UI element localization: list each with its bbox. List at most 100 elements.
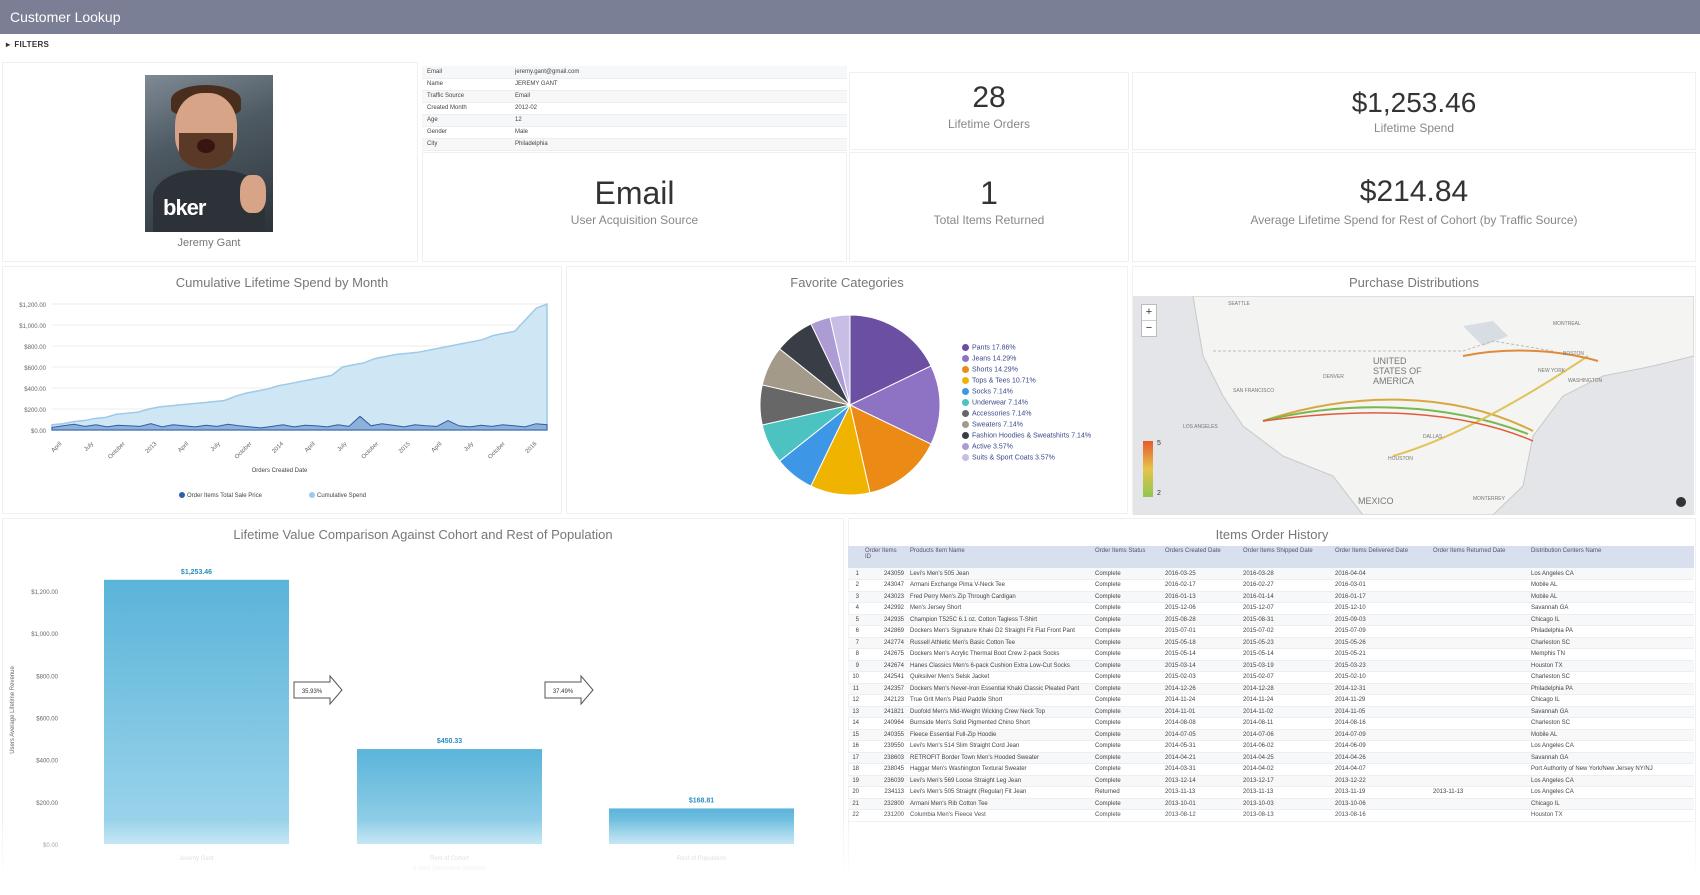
table-row[interactable]: 5 242935 Champion T525C 6.1 oz. Cotton Tag… [848, 614, 1694, 626]
table-cell: 2015-03-14 [1162, 660, 1240, 672]
y-tick-label: $800.00 [24, 345, 46, 351]
legend-item: Underwear 7.14% [962, 399, 1091, 410]
table-cell: Los Angeles CA [1528, 786, 1694, 799]
column-header: Order Items Returned Date [1430, 546, 1528, 568]
legend-text: Socks 7.14% [972, 388, 1013, 396]
table-cell: 7 [848, 637, 862, 649]
table-row[interactable]: 1 243059 Levi's Men's 505 Jean Complete 2016… [848, 568, 1694, 580]
legend-item: Tops & Tees 10.71% [962, 377, 1091, 388]
table-cell: 18 [848, 763, 862, 776]
table-cell [1430, 648, 1528, 661]
table-row[interactable]: 10 242541 Quiksilver Men's Selsk Jacket Com… [848, 671, 1694, 684]
table-row[interactable]: 15 240355 Fleece Essential Full-Zip Hoodie… [848, 729, 1694, 741]
table-row[interactable]: 2 243047 Armani Exchange Pima V-Neck Tee Co… [848, 579, 1694, 592]
y-tick-label: $400.00 [24, 387, 46, 393]
table-cell: 1 [848, 568, 862, 580]
acquisition-value: Email [594, 175, 675, 211]
table-row[interactable]: 21 232800 Armani Men's Rib Cotton Tee Compl… [848, 798, 1694, 810]
table-cell: 2014-12-31 [1332, 683, 1430, 695]
caret-right-icon: ▸ [6, 40, 11, 49]
table-row[interactable]: 13 241821 Duofold Men's Mid-Weight Wicking… [848, 706, 1694, 718]
table-cell: Complete [1092, 637, 1162, 649]
table-cell: 2014-11-05 [1332, 706, 1430, 718]
table-cell: 4 [848, 602, 862, 615]
table-cell: 19 [848, 775, 862, 787]
table-cell: 2014-11-29 [1332, 694, 1430, 707]
table-row[interactable]: 17 238603 RETROFIT Border Town Men's Hoode… [848, 752, 1694, 764]
table-cell [1430, 660, 1528, 672]
legend-text: Fashion Hoodies & Sweatshirts 7.14% [972, 432, 1092, 440]
table-cell: Dockers Men's Never-Iron Essential Khaki… [907, 683, 1092, 695]
zoom-in-button[interactable]: + [1142, 305, 1156, 321]
table-cell: Quiksilver Men's Selsk Jacket [907, 671, 1092, 684]
series-area-sale-price [51, 415, 548, 431]
table-cell: 2015-12-10 [1332, 602, 1430, 615]
table-cell [1430, 568, 1528, 580]
table-row[interactable]: 8 242675 Dockers Men's Acrylic Thermal Boo… [848, 648, 1694, 661]
column-header: Order Items Delivered Date [1332, 546, 1430, 568]
map-lakes [1463, 321, 1508, 346]
table-cell: Complete [1092, 706, 1162, 718]
legend-label: Cumulative Spend [317, 493, 366, 499]
orders-header-row: Order Items ID Products Item Name Order It… [848, 546, 1694, 568]
map-city-label: BOSTON [1563, 351, 1585, 357]
table-cell: 2015-07-02 [1240, 625, 1332, 638]
table-row[interactable]: 12 242123 True Grit Men's Plaid Paddle Sho… [848, 694, 1694, 707]
table-cell: Los Angeles CA [1528, 775, 1694, 787]
map-route-3 [1392, 355, 1589, 457]
map-zoom-control: + − [1141, 304, 1157, 337]
bar-value-label: $1,253.46 [181, 569, 212, 576]
table-cell: Russell Athletic Men's Basic Cotton Tee [907, 637, 1092, 649]
profile-field-value: Email [510, 90, 847, 103]
y-tick-label: $1,000.00 [19, 324, 46, 330]
table-cell: 2014-08-16 [1332, 717, 1430, 730]
table-cell: Complete [1092, 671, 1162, 684]
legend-marker [179, 492, 185, 498]
acquisition-tile: Email User Acquisition Source [422, 152, 847, 262]
legend-dot [962, 454, 969, 461]
table-cell: 2014-04-26 [1332, 752, 1430, 764]
table-row[interactable]: 20 234113 Levi's Men's 505 Straight (Regul… [848, 786, 1694, 799]
profile-field-label: Name [422, 78, 510, 91]
table-cell: 241821 [862, 706, 907, 718]
legend-dot [962, 377, 969, 384]
x-tick-label: 2014 [271, 441, 285, 455]
table-row[interactable]: 18 238045 Haggar Men's Washington Textural… [848, 763, 1694, 776]
table-cell: 2016-01-13 [1162, 591, 1240, 603]
table-row[interactable]: 14 240964 Burnside Men's Solid Pigmented C… [848, 717, 1694, 730]
pie-slice [848, 365, 941, 445]
purchase-distributions-title: Purchase Distributions [1348, 275, 1480, 290]
table-row[interactable]: 11 242357 Dockers Men's Never-Iron Essenti… [848, 683, 1694, 695]
table-row[interactable]: 7 242774 Russell Athletic Men's Basic Cott… [848, 637, 1694, 649]
map-info-icon[interactable] [1676, 497, 1686, 507]
profile-field-value: JEREMY GANT [510, 78, 847, 91]
zoom-out-button[interactable]: − [1145, 322, 1153, 334]
column-header: Orders Created Date [1162, 546, 1240, 568]
legend-text: Suits & Sport Coats 3.57% [972, 454, 1055, 462]
y-tick-label: $600.00 [24, 366, 46, 372]
y-tick-label: $400.00 [36, 759, 58, 765]
table-cell: 242123 [862, 694, 907, 707]
table-cell: 2015-02-07 [1240, 671, 1332, 684]
map-route-4 [1462, 349, 1599, 362]
profile-field-label: Traffic Source [422, 90, 510, 103]
purchase-map[interactable]: SEATTLE MONTREAL BOSTON NEW YORK WASHINGTON U… [1133, 296, 1694, 515]
column-header-index [848, 546, 862, 568]
table-cell: Charleston SC [1528, 637, 1694, 649]
table-cell [1430, 763, 1528, 776]
y-tick-label: $800.00 [36, 674, 58, 680]
x-tick-label: 2016 [525, 441, 539, 455]
filters-toggle[interactable]: ▸ FILTERS [6, 40, 49, 49]
table-row[interactable]: 9 242674 Hanes Classics Men's 6-pack Cushi… [848, 660, 1694, 672]
table-row[interactable]: 19 236039 Levi's Men's 569 Loose Straight … [848, 775, 1694, 787]
table-cell: 236039 [862, 775, 907, 787]
legend-item: Accessories 7.14% [962, 410, 1091, 421]
table-row[interactable]: 6 242869 Dockers Men's Signature Khaki D2 … [848, 625, 1694, 638]
profile-field-label: Gender [422, 126, 510, 139]
orders-kpi-tile: 28 Lifetime Orders [849, 72, 1129, 150]
legend-text: Tops & Tees 10.71% [972, 377, 1036, 385]
table-row[interactable]: 4 242992 Men's Jersey Short Complete 2015-12… [848, 602, 1694, 615]
table-cell: 2016-02-17 [1162, 579, 1240, 592]
table-row[interactable]: 3 243023 Fred Perry Men's Zip Through Card… [848, 591, 1694, 603]
table-row[interactable]: 16 239550 Levi's Men's 514 Slim Straight C… [848, 740, 1694, 753]
